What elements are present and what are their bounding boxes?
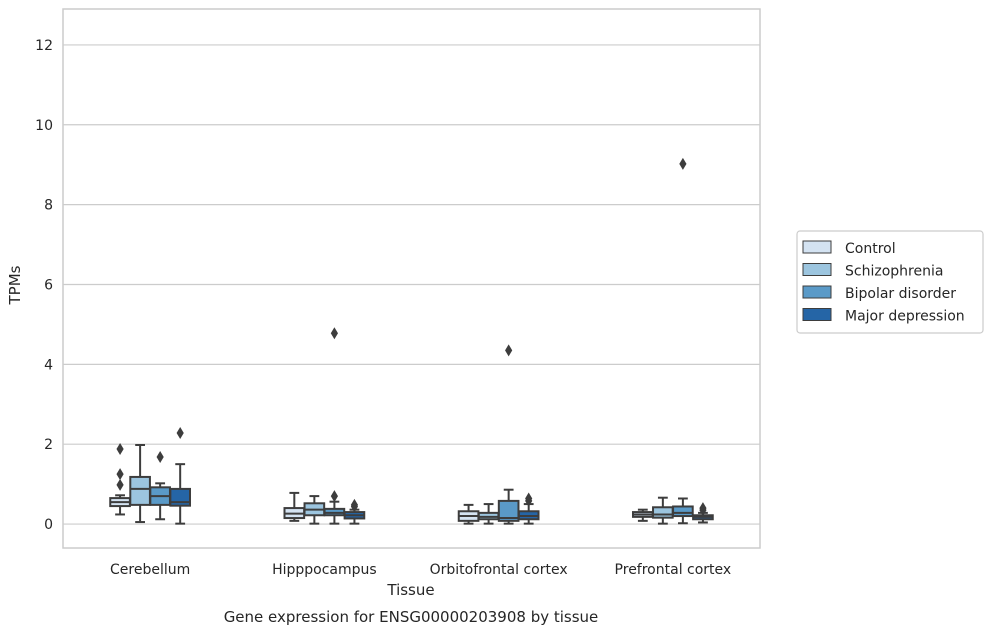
outlier-point bbox=[156, 450, 164, 463]
x-tick-label: Prefrontal cortex bbox=[615, 562, 732, 578]
box-body bbox=[672, 505, 694, 518]
plot-frame bbox=[62, 8, 761, 549]
legend-label: Bipolar disorder bbox=[845, 286, 956, 302]
y-tick-label: 6 bbox=[44, 277, 53, 293]
chart-caption: Gene expression for ENSG00000203908 by t… bbox=[224, 608, 599, 626]
box-3-3 bbox=[692, 502, 714, 524]
legend-swatch bbox=[802, 240, 832, 254]
box-body bbox=[652, 506, 674, 519]
box-1-1 bbox=[303, 495, 326, 525]
legend-label: Major depression bbox=[845, 309, 965, 325]
legend-swatch bbox=[802, 285, 832, 299]
box-1-3 bbox=[343, 498, 366, 525]
outlier-point bbox=[116, 468, 124, 481]
legend: Control Schizophrenia Bipolar disorder Majo… bbox=[796, 230, 984, 334]
outlier-point bbox=[116, 442, 124, 455]
box-2-0 bbox=[457, 503, 480, 525]
y-tick-label: 12 bbox=[35, 38, 53, 54]
legend-label: Control bbox=[845, 241, 896, 257]
box-2-1 bbox=[477, 503, 500, 525]
x-tick-label: Orbitofrontal cortex bbox=[430, 562, 568, 578]
outlier-point bbox=[525, 494, 533, 507]
box-body bbox=[169, 487, 192, 507]
box-1-2 bbox=[323, 327, 346, 525]
box-3-1 bbox=[652, 496, 674, 525]
legend-frame bbox=[796, 230, 984, 334]
box-0-2 bbox=[149, 450, 171, 521]
legend-label: Schizophrenia bbox=[845, 264, 943, 280]
y-tick-label: 10 bbox=[35, 118, 53, 134]
y-tick-label: 4 bbox=[44, 357, 53, 373]
x-tick-label: Hipppocampus bbox=[272, 562, 377, 578]
y-tick-labels: 0 2 4 6 8 10 12 bbox=[35, 38, 53, 533]
box-3-0 bbox=[631, 508, 654, 522]
legend-swatch bbox=[802, 308, 832, 321]
outlier-point bbox=[679, 157, 687, 170]
outlier-point bbox=[505, 344, 513, 357]
outlier-point bbox=[330, 327, 338, 340]
y-tick-label: 8 bbox=[44, 198, 53, 214]
box-0-3 bbox=[169, 427, 192, 525]
x-tick-labels: Cerebellum Hipppocampus Orbitofrontal cort… bbox=[110, 562, 731, 578]
outlier-point bbox=[176, 427, 184, 440]
y-tick-label: 0 bbox=[44, 517, 53, 533]
box-2-3 bbox=[517, 492, 540, 525]
x-tick-label: Cerebellum bbox=[110, 562, 190, 578]
box-body bbox=[129, 475, 151, 506]
box-3-2 bbox=[672, 157, 694, 525]
y-tick-label: 2 bbox=[44, 437, 53, 453]
outlier-point bbox=[116, 478, 124, 491]
box-1-0 bbox=[283, 491, 306, 522]
box-0-1 bbox=[129, 443, 151, 524]
legend-swatch bbox=[802, 263, 832, 276]
x-axis-label: Tissue bbox=[386, 581, 434, 599]
outlier-point bbox=[699, 504, 707, 517]
box-0-0 bbox=[109, 442, 131, 516]
outlier-point bbox=[350, 500, 359, 513]
grid-layer bbox=[63, 44, 760, 525]
y-axis-label: TPMs bbox=[6, 265, 24, 305]
outlier-point bbox=[330, 490, 338, 503]
box-2-2 bbox=[497, 344, 520, 525]
box-layer bbox=[109, 157, 714, 525]
